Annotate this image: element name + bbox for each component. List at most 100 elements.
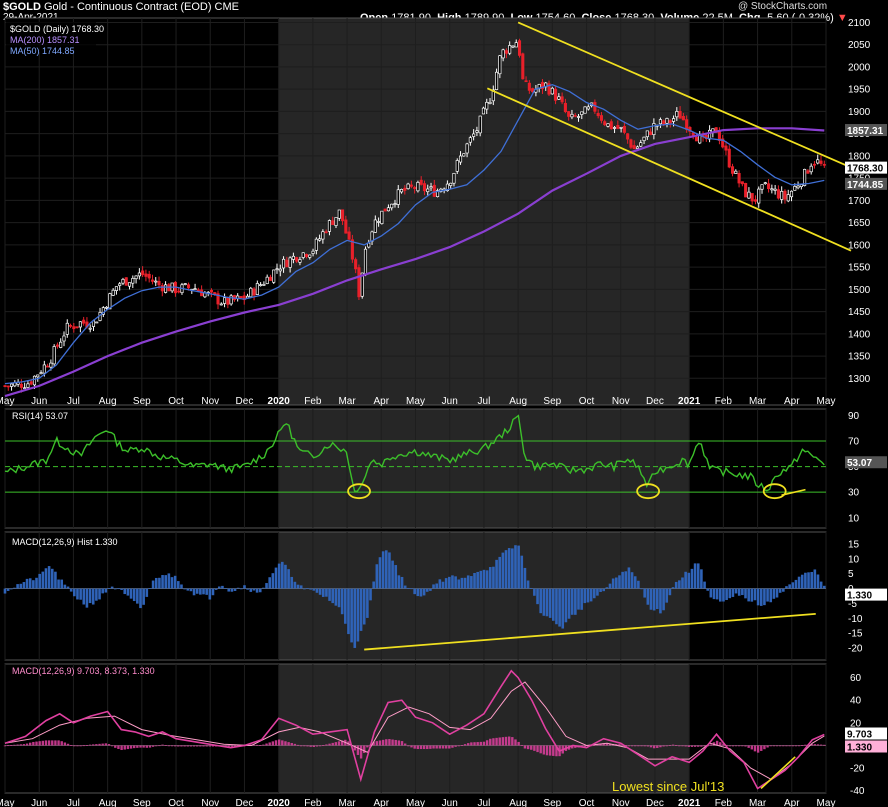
- candle-body: [321, 231, 325, 240]
- hist-bar: [57, 579, 60, 589]
- hist-bar: [177, 581, 180, 589]
- macd-hist-bar: [325, 744, 328, 746]
- hist-bar: [255, 588, 259, 593]
- price-legend-bg: [6, 22, 96, 52]
- hist-bar: [470, 576, 473, 589]
- y-tick-label: 1950: [848, 85, 871, 96]
- candle-body: [478, 115, 482, 134]
- macd-hist-bar: [624, 745, 627, 746]
- candle-body: [763, 182, 767, 185]
- hist-bar: [766, 588, 769, 602]
- x-tick-label: Feb: [304, 396, 322, 407]
- hist-bar: [706, 588, 709, 591]
- macd-hist-bar: [741, 745, 744, 747]
- macd-hist-bar: [199, 745, 202, 747]
- candle-body: [308, 254, 312, 258]
- hist-bar: [243, 585, 246, 589]
- candle-body: [380, 210, 384, 225]
- hist-bar: [110, 586, 114, 589]
- hist-bar: [28, 578, 32, 589]
- hist-bar: [611, 578, 615, 589]
- symbol: $GOLD: [3, 1, 41, 13]
- hist-bar: [211, 588, 215, 596]
- candle-body: [19, 383, 23, 388]
- macd-hist-bar: [794, 745, 798, 747]
- candle-body: [583, 106, 587, 114]
- hist-bar: [822, 585, 826, 589]
- macd-hist-bar: [810, 744, 813, 746]
- macd-hist-bar: [668, 744, 672, 746]
- candle-body: [740, 181, 744, 185]
- x-tick-label: Feb: [715, 798, 733, 807]
- candle-body: [160, 285, 164, 292]
- candle-body: [675, 111, 679, 118]
- candle-body: [354, 259, 358, 270]
- legend-price: $GOLD (Daily) 1768.30: [10, 24, 104, 34]
- macd-hist-bar: [76, 745, 79, 747]
- hist-bar: [359, 588, 363, 631]
- hist-bar: [574, 588, 577, 615]
- candle-body: [550, 87, 554, 95]
- hist-bar: [258, 588, 262, 593]
- macd-hist-bar: [391, 739, 394, 746]
- hist-bar: [643, 588, 646, 598]
- hist-bar: [199, 588, 202, 595]
- candle-body: [10, 383, 14, 387]
- hist-bar: [504, 550, 508, 589]
- candle-body: [632, 145, 636, 150]
- macd-hist-bar: [819, 744, 823, 746]
- hist-bar: [82, 588, 86, 605]
- x-tick-label: Jun: [31, 798, 47, 807]
- macd-hist-bar: [92, 744, 95, 746]
- hist-bar: [41, 571, 45, 589]
- rsi-low-circle-1: [347, 483, 371, 500]
- close-badge: 1768.30: [847, 164, 884, 175]
- macd-hist-bar: [293, 743, 297, 746]
- macd-hist-bar: [539, 745, 542, 754]
- candle-body: [531, 88, 535, 93]
- macd-hist-bar: [697, 745, 700, 747]
- x-tick-label: Sep: [543, 396, 561, 407]
- macd-hist-bar: [782, 745, 785, 747]
- macd-hist-bar: [167, 745, 171, 747]
- macd-hist-bar: [766, 745, 769, 748]
- hist-bar: [208, 588, 212, 600]
- hist-bar: [378, 557, 382, 589]
- macd-hist-bar: [719, 742, 722, 746]
- macd-hist-bar: [136, 745, 139, 748]
- hist-bar: [38, 573, 41, 589]
- macd-hist-bar: [501, 737, 505, 746]
- hist-bar: [366, 588, 369, 618]
- hist-bar: [678, 580, 681, 589]
- chart-title: Gold - Continuous Contract (EOD): [43, 1, 212, 13]
- candle-body: [783, 190, 787, 200]
- hist-bar: [539, 588, 542, 614]
- macd-hist-bar: [678, 745, 681, 747]
- hist-bar: [640, 588, 643, 590]
- macd-hist-bar: [523, 745, 527, 749]
- trend-channel-line-1: [517, 21, 852, 169]
- hist-bar: [221, 585, 224, 589]
- candle-body: [275, 268, 279, 271]
- macd-hist-bar: [495, 737, 498, 746]
- macd-hist-bar: [224, 745, 227, 747]
- macd-hist-bar: [265, 743, 268, 746]
- ma50-badge: 1744.85: [847, 180, 884, 191]
- macd-hist-bar: [738, 745, 741, 747]
- macd-hist-bar: [192, 745, 196, 747]
- macd-hist-bar: [104, 743, 108, 746]
- macd-hist-bar: [403, 743, 407, 746]
- candle-body: [390, 203, 394, 209]
- macd-hist-bar: [284, 741, 287, 746]
- macd-badge: 9.703: [847, 729, 872, 740]
- macd-hist-bar: [318, 745, 322, 747]
- candle-body: [226, 296, 230, 305]
- candle-body: [363, 248, 368, 276]
- price-panel: May May Jun Jun Jul Jul Aug Aug Sep Sep Oct Oct Nov N…: [0, 18, 887, 807]
- candle-body: [88, 327, 92, 330]
- hist-bar: [416, 588, 420, 597]
- candle-body: [580, 111, 584, 115]
- hist-bar: [498, 556, 502, 589]
- candle-body: [547, 83, 551, 95]
